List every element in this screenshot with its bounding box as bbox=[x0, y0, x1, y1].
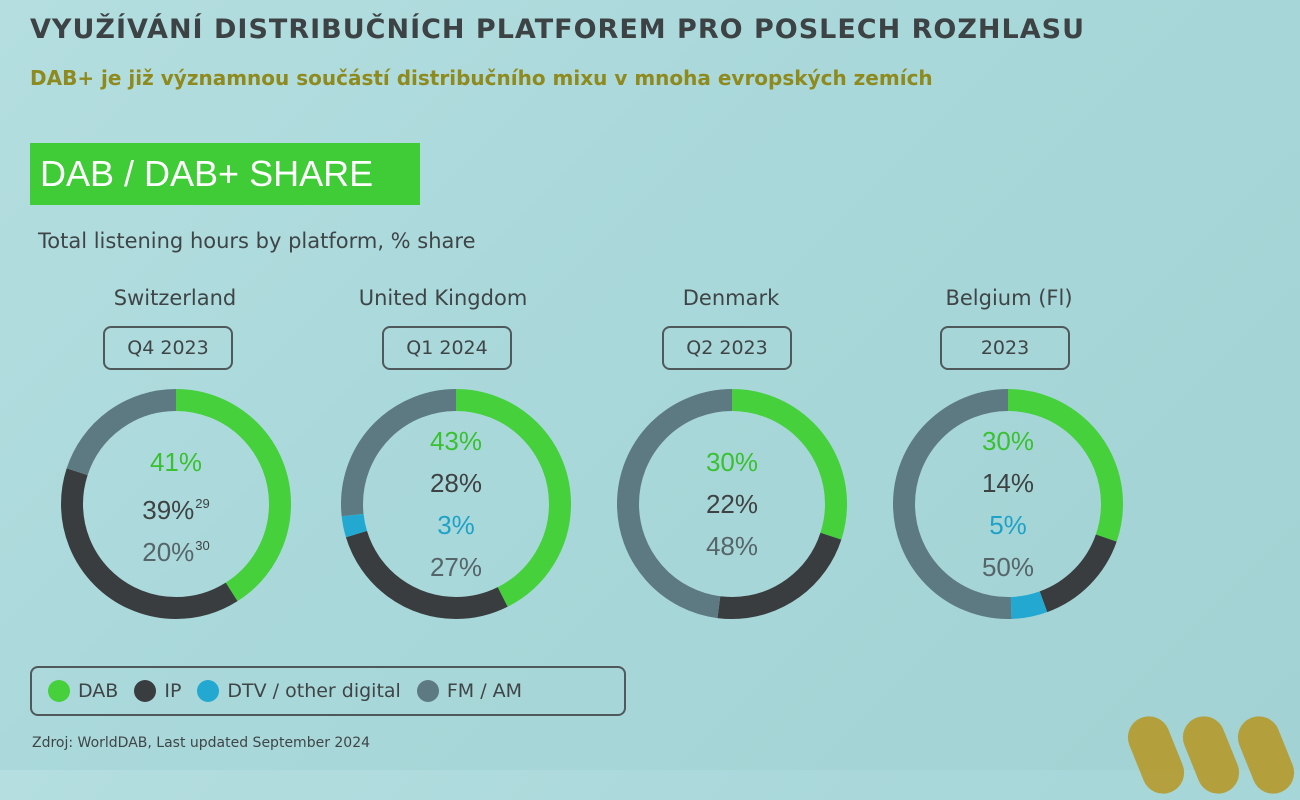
value-text: 39% bbox=[142, 495, 195, 525]
donut-slice-ip bbox=[617, 389, 847, 619]
value-label-dab: 41% bbox=[56, 441, 296, 483]
legend-swatch-fm-am bbox=[416, 680, 439, 702]
donut-slice-fm-am bbox=[341, 389, 571, 619]
legend-label: DTV / other digital bbox=[227, 680, 401, 702]
donut-chart: 30% 22% 48% bbox=[612, 384, 852, 624]
legend-item-fm-am: FM / AM bbox=[416, 680, 523, 702]
value-text: 50% bbox=[981, 552, 1035, 582]
value-label-fm-am: 48% bbox=[612, 525, 852, 567]
donut-panel-united-kingdom: United Kingdom Q1 2024 43% 28% 3% 27% bbox=[308, 280, 578, 640]
share-banner: DAB / DAB+ SHARE bbox=[30, 143, 420, 205]
value-text: 43% bbox=[429, 426, 483, 456]
country-label: United Kingdom bbox=[358, 286, 528, 310]
value-labels: 30% 22% 48% bbox=[612, 441, 852, 567]
donut-slice-ip bbox=[61, 389, 291, 619]
chart-legend: DAB IP DTV / other digital FM / AM bbox=[30, 666, 626, 716]
donut-svg bbox=[341, 389, 571, 619]
value-note: 30 bbox=[195, 538, 210, 553]
page-title: VYUŽÍVÁNÍ DISTRIBUČNÍCH PLATFOREM PRO PO… bbox=[30, 14, 1086, 45]
donut-chart: 30% 14% 5% 50% bbox=[888, 384, 1128, 624]
value-label-dtv-other-digital: 3% bbox=[336, 504, 576, 546]
value-label-dtv-other-digital: 5% bbox=[888, 504, 1128, 546]
value-text: 14% bbox=[981, 468, 1035, 498]
value-label-fm-am: 20%30 bbox=[56, 525, 296, 567]
donut-svg bbox=[893, 389, 1123, 619]
value-label-dab: 30% bbox=[612, 441, 852, 483]
legend-label: DAB bbox=[78, 680, 119, 702]
value-label-ip: 22% bbox=[612, 483, 852, 525]
value-text: 28% bbox=[429, 468, 483, 498]
legend-swatch-ip bbox=[134, 680, 157, 702]
value-label-ip: 14% bbox=[888, 462, 1128, 504]
value-text: 30% bbox=[705, 447, 759, 477]
country-label: Belgium (Fl) bbox=[945, 286, 1073, 310]
value-text: 48% bbox=[705, 531, 759, 561]
decorative-shape bbox=[1176, 710, 1246, 800]
donut-slice-fm-am bbox=[893, 389, 1123, 619]
donut-panel-switzerland: Switzerland Q4 2023 41% 39%29 20%30 bbox=[40, 280, 310, 640]
value-text: 5% bbox=[989, 510, 1027, 540]
donut-chart: 43% 28% 3% 27% bbox=[336, 384, 576, 624]
donut-slice-ip bbox=[341, 389, 571, 619]
donut-slice-fm-am bbox=[61, 389, 291, 619]
value-text: 41% bbox=[149, 447, 203, 477]
value-text: 22% bbox=[705, 489, 759, 519]
value-text: 20% bbox=[142, 537, 195, 567]
donut-panel-denmark: Denmark Q2 2023 30% 22% 48% bbox=[596, 280, 866, 640]
donut-slice-fm-am bbox=[617, 389, 847, 619]
period-badge: Q1 2024 bbox=[382, 326, 512, 370]
page-subtitle: DAB+ je již významnou součástí distribuč… bbox=[30, 66, 933, 90]
country-label: Denmark bbox=[682, 286, 780, 310]
value-label-fm-am: 27% bbox=[336, 546, 576, 588]
legend-item-dtv: DTV / other digital bbox=[197, 680, 401, 702]
decorative-shape bbox=[1231, 710, 1300, 800]
value-label-dab: 30% bbox=[888, 420, 1128, 462]
value-labels: 41% 39%29 20%30 bbox=[56, 441, 296, 567]
value-labels: 43% 28% 3% 27% bbox=[336, 420, 576, 588]
legend-label: FM / AM bbox=[446, 680, 523, 702]
legend-swatch-dab bbox=[48, 680, 70, 702]
legend-label: IP bbox=[164, 680, 182, 702]
period-badge: Q4 2023 bbox=[103, 326, 233, 370]
value-note: 29 bbox=[195, 496, 210, 511]
donut-panel-belgium: Belgium (Fl) 2023 30% 14% 5% 50% bbox=[874, 280, 1144, 640]
value-labels: 30% 14% 5% 50% bbox=[888, 420, 1128, 588]
donut-svg bbox=[61, 389, 291, 619]
value-label-dab: 43% bbox=[336, 420, 576, 462]
value-label-ip: 39%29 bbox=[56, 483, 296, 525]
chart-caption: Total listening hours by platform, % sha… bbox=[38, 229, 476, 253]
value-text: 27% bbox=[429, 552, 483, 582]
period-badge: Q2 2023 bbox=[662, 326, 792, 370]
source-note: Zdroj: WorldDAB, Last updated September … bbox=[32, 735, 371, 751]
donut-svg bbox=[617, 389, 847, 619]
value-label-fm-am: 50% bbox=[888, 546, 1128, 588]
legend-item-ip: IP bbox=[134, 680, 181, 702]
legend-swatch-dtv bbox=[197, 680, 220, 702]
decorative-shape bbox=[1121, 710, 1191, 800]
period-badge: 2023 bbox=[940, 326, 1070, 370]
value-label-ip: 28% bbox=[336, 462, 576, 504]
donut-chart: 41% 39%29 20%30 bbox=[56, 384, 296, 624]
country-label: Switzerland bbox=[113, 286, 237, 310]
value-text: 3% bbox=[437, 510, 475, 540]
value-text: 30% bbox=[981, 426, 1035, 456]
legend-item-dab: DAB bbox=[48, 680, 118, 702]
